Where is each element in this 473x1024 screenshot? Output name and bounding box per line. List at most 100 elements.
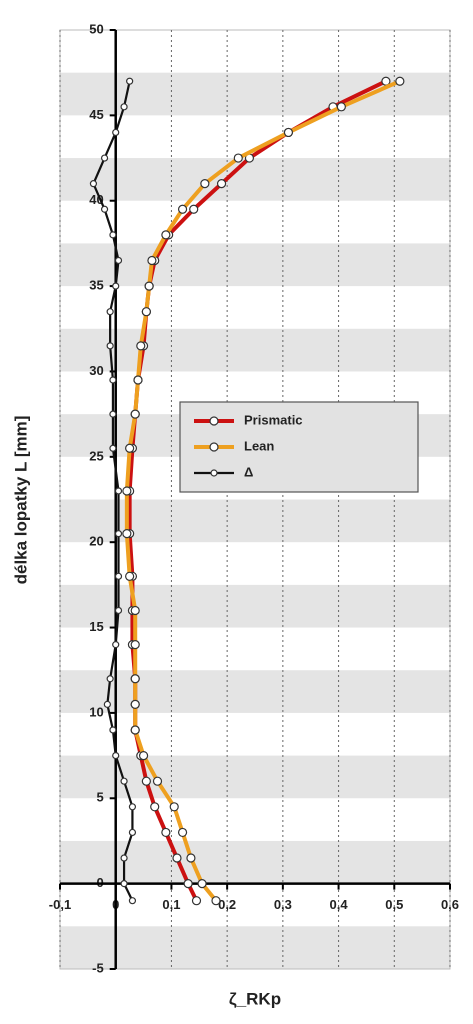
data-point (120, 854, 128, 862)
data-point (120, 777, 128, 785)
data-point (147, 255, 157, 266)
data-point (109, 376, 117, 384)
y-tick-label: 15 (89, 619, 103, 634)
data-point (336, 102, 346, 112)
data-point (130, 674, 140, 684)
data-point (177, 827, 188, 838)
data-point (283, 127, 294, 138)
y-tick-label: 50 (89, 21, 103, 36)
y-tick-label: 10 (89, 704, 103, 719)
y-tick-label: 25 (89, 448, 103, 463)
data-point (106, 675, 114, 683)
data-point (128, 828, 137, 837)
band (60, 926, 450, 969)
data-point (130, 725, 140, 735)
data-point (233, 153, 243, 163)
y-tick-label: 5 (96, 790, 103, 805)
data-point (125, 571, 135, 581)
data-point (125, 443, 135, 453)
legend-marker (209, 416, 219, 426)
data-point (106, 342, 114, 350)
y-tick-label: 20 (89, 534, 103, 549)
data-point (122, 486, 132, 496)
data-point (177, 204, 188, 214)
y-tick-label: 30 (89, 363, 103, 378)
band (60, 158, 450, 201)
data-point (138, 750, 149, 761)
data-point (103, 700, 111, 708)
x-tick-label: 0,6 (441, 897, 459, 912)
data-point (89, 180, 98, 188)
data-point (130, 409, 140, 419)
data-point (112, 128, 120, 137)
x-tick-label: 0,4 (330, 897, 349, 912)
data-point (189, 204, 199, 214)
legend-label: Δ (244, 464, 253, 479)
legend-label: Prismatic (244, 412, 303, 427)
data-point (100, 154, 109, 162)
data-point (106, 308, 114, 316)
y-tick-label: -5 (92, 960, 104, 975)
band (60, 243, 450, 287)
data-point (109, 231, 117, 239)
legend-marker (209, 442, 219, 452)
x-tick-label: 0,3 (274, 897, 292, 912)
data-point (211, 896, 221, 906)
data-point (109, 726, 117, 734)
data-point (128, 897, 137, 905)
y-axis-title: délka lopatky L [mm] (11, 416, 30, 585)
data-point (133, 375, 143, 385)
data-point (109, 444, 117, 452)
data-point (112, 641, 120, 649)
data-point (112, 282, 120, 290)
data-point (216, 179, 227, 189)
x-tick-label: 0,2 (218, 897, 236, 912)
data-point (141, 776, 151, 786)
data-point (197, 879, 207, 889)
data-point (172, 853, 182, 863)
x-axis-title: ζ_RKp (229, 989, 281, 1008)
data-point (186, 853, 196, 863)
y-tick-label: 40 (89, 192, 103, 207)
x-tick-label: 0,1 (162, 897, 180, 912)
band (60, 584, 450, 628)
band (60, 72, 450, 116)
legend-marker (210, 469, 218, 477)
band (60, 328, 450, 372)
data-point (109, 410, 117, 418)
data-point (114, 487, 123, 495)
data-point (152, 776, 163, 786)
data-point (114, 572, 123, 580)
band (60, 840, 450, 884)
data-point (169, 802, 179, 812)
data-point (100, 205, 109, 213)
band (60, 670, 450, 713)
data-point (130, 640, 140, 650)
data-point (120, 880, 128, 888)
data-point (161, 230, 171, 240)
data-point (136, 341, 146, 351)
plot-background (60, 72, 450, 969)
band (60, 755, 450, 799)
data-point (120, 103, 128, 111)
data-point (191, 896, 202, 906)
data-point (200, 179, 210, 189)
data-point (126, 77, 134, 85)
data-point (141, 307, 151, 317)
x-tick-label: 0,5 (385, 897, 403, 912)
data-point (183, 879, 193, 889)
y-tick-label: 35 (89, 278, 103, 293)
data-point (114, 606, 123, 615)
data-point (128, 803, 137, 811)
data-point (122, 529, 132, 539)
data-point (161, 827, 171, 838)
plot-frame (59, 29, 451, 970)
data-point (130, 699, 140, 709)
data-point (114, 530, 123, 538)
data-point (144, 281, 154, 291)
data-point (395, 76, 405, 86)
data-point (150, 802, 160, 812)
y-tick-label: 45 (89, 107, 103, 122)
